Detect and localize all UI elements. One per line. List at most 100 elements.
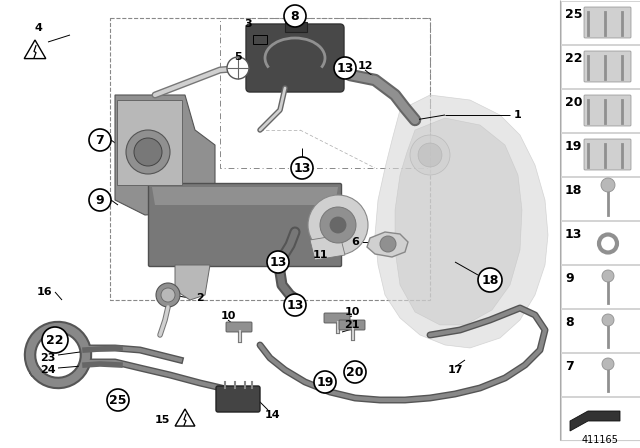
- Text: 19: 19: [565, 140, 582, 153]
- Circle shape: [267, 251, 289, 273]
- Text: 18: 18: [565, 184, 582, 197]
- Circle shape: [320, 207, 356, 243]
- Circle shape: [126, 130, 170, 174]
- Text: 2: 2: [196, 293, 204, 303]
- Circle shape: [161, 288, 175, 302]
- Text: 20: 20: [346, 366, 364, 379]
- Text: 24: 24: [40, 365, 56, 375]
- Bar: [561, 309, 640, 352]
- Circle shape: [89, 129, 111, 151]
- Text: 21: 21: [344, 320, 360, 330]
- FancyBboxPatch shape: [226, 322, 252, 332]
- Text: 5: 5: [234, 52, 242, 62]
- Polygon shape: [367, 232, 408, 257]
- Text: 8: 8: [291, 9, 300, 22]
- Text: 9: 9: [96, 194, 104, 207]
- Circle shape: [227, 57, 249, 79]
- Text: 15: 15: [154, 415, 170, 425]
- FancyBboxPatch shape: [324, 313, 350, 323]
- Bar: [117, 100, 182, 185]
- Text: 10: 10: [220, 311, 236, 321]
- Polygon shape: [570, 411, 620, 431]
- FancyBboxPatch shape: [148, 184, 342, 267]
- Bar: [561, 133, 640, 176]
- Text: 9: 9: [565, 272, 573, 285]
- Circle shape: [344, 361, 366, 383]
- Text: 6: 6: [351, 237, 359, 247]
- Circle shape: [314, 371, 336, 393]
- Polygon shape: [175, 409, 195, 426]
- FancyBboxPatch shape: [584, 51, 631, 82]
- Bar: [110, 18, 430, 300]
- Text: 4: 4: [34, 23, 42, 33]
- Text: 10: 10: [344, 307, 360, 317]
- Bar: [561, 396, 640, 439]
- Text: 16: 16: [37, 287, 53, 297]
- Text: 8: 8: [565, 316, 573, 329]
- Text: 17: 17: [447, 365, 463, 375]
- Text: 13: 13: [293, 161, 310, 175]
- Bar: [561, 353, 640, 396]
- Text: 25: 25: [109, 393, 127, 406]
- Bar: [561, 220, 640, 263]
- Circle shape: [156, 283, 180, 307]
- Bar: [561, 89, 640, 132]
- Polygon shape: [24, 40, 46, 59]
- Circle shape: [284, 294, 306, 316]
- Text: 25: 25: [565, 8, 582, 21]
- Circle shape: [42, 327, 68, 353]
- Text: 7: 7: [565, 360, 573, 373]
- Circle shape: [478, 268, 502, 292]
- Text: 13: 13: [269, 255, 287, 268]
- Text: 12: 12: [357, 61, 372, 71]
- Circle shape: [284, 5, 306, 27]
- Text: 3: 3: [244, 19, 252, 29]
- Circle shape: [334, 57, 356, 79]
- Text: 7: 7: [95, 134, 104, 146]
- Circle shape: [601, 178, 615, 192]
- Text: 20: 20: [565, 96, 582, 109]
- Text: 19: 19: [316, 375, 333, 388]
- Polygon shape: [115, 95, 215, 215]
- Circle shape: [107, 389, 129, 411]
- Circle shape: [418, 143, 442, 167]
- Text: 11: 11: [312, 250, 328, 260]
- Circle shape: [308, 195, 368, 255]
- Bar: [285, 22, 307, 32]
- Text: 411165: 411165: [582, 435, 618, 445]
- FancyBboxPatch shape: [584, 95, 631, 126]
- Polygon shape: [310, 235, 345, 260]
- Text: 13: 13: [565, 228, 582, 241]
- Circle shape: [89, 189, 111, 211]
- Text: 22: 22: [565, 52, 582, 65]
- Text: 13: 13: [336, 61, 354, 74]
- Bar: [561, 177, 640, 220]
- Circle shape: [410, 135, 450, 175]
- Bar: [561, 0, 640, 43]
- Bar: [253, 35, 267, 44]
- FancyBboxPatch shape: [584, 139, 631, 170]
- Text: 1: 1: [514, 110, 522, 120]
- FancyBboxPatch shape: [246, 24, 344, 92]
- FancyBboxPatch shape: [339, 320, 365, 330]
- Text: 22: 22: [46, 333, 64, 346]
- Bar: [561, 264, 640, 307]
- Text: 14: 14: [265, 410, 281, 420]
- Circle shape: [134, 138, 162, 166]
- Text: 23: 23: [40, 353, 56, 363]
- Polygon shape: [152, 187, 338, 205]
- Polygon shape: [175, 265, 210, 300]
- Circle shape: [330, 217, 346, 233]
- FancyBboxPatch shape: [584, 7, 631, 38]
- Text: 13: 13: [286, 298, 304, 311]
- Bar: [220, 18, 430, 168]
- Bar: [561, 44, 640, 87]
- Circle shape: [602, 314, 614, 326]
- Circle shape: [602, 270, 614, 282]
- Polygon shape: [375, 95, 548, 348]
- Polygon shape: [395, 118, 522, 325]
- Circle shape: [602, 358, 614, 370]
- Circle shape: [380, 236, 396, 252]
- Circle shape: [291, 157, 313, 179]
- FancyBboxPatch shape: [216, 386, 260, 412]
